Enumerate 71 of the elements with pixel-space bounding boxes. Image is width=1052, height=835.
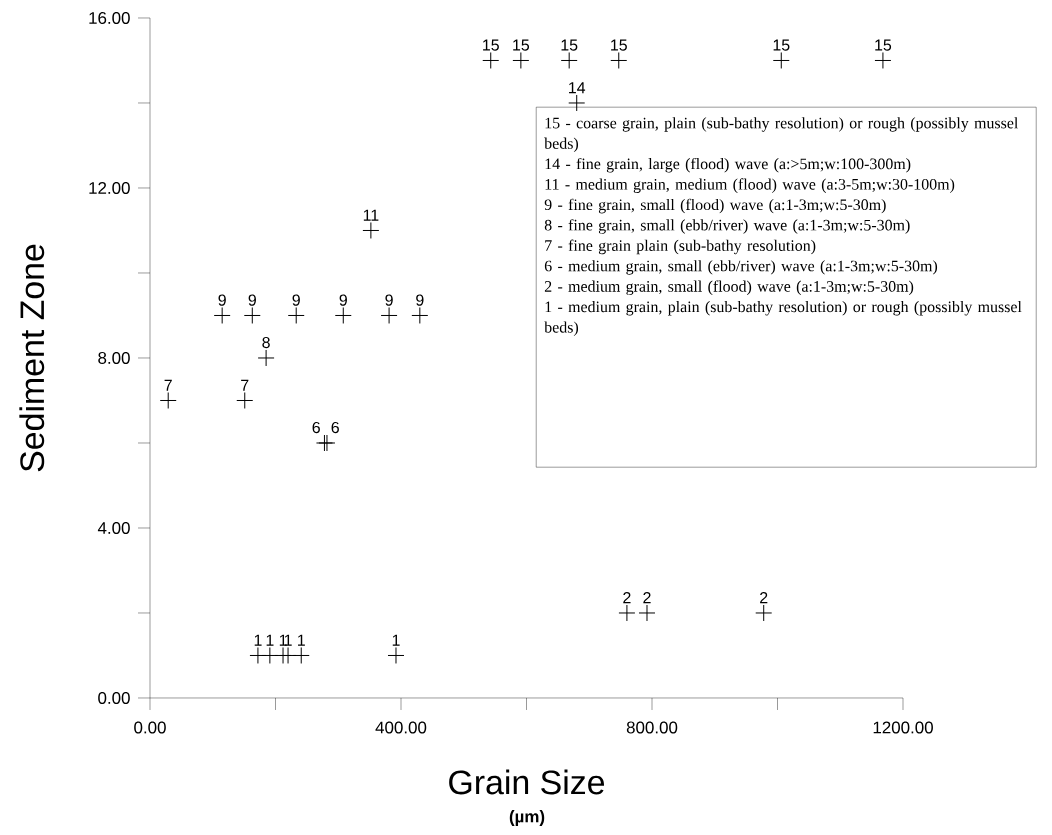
point xyxy=(236,391,254,409)
data-label: 1 xyxy=(392,634,400,646)
y-tick-label: 4.00 xyxy=(97,521,130,534)
point xyxy=(874,51,892,69)
data-label: 15 xyxy=(611,39,627,51)
y-tick-label: 0.00 xyxy=(98,691,130,704)
data-label: 1 xyxy=(254,634,262,646)
point xyxy=(610,51,628,69)
point xyxy=(772,51,790,69)
data-label: 2 xyxy=(623,592,631,604)
data-label: 9 xyxy=(385,294,393,306)
annotation: 14 - fine grain, large (flood) wave (a:>5m;w:100-300m) xyxy=(545,157,911,173)
annotation: 11 - medium grain, medium (flood) wave (a:3-5m;w:30-100m) xyxy=(545,178,955,193)
point xyxy=(159,391,177,409)
data-label: 1 xyxy=(279,634,287,646)
data-label: 15 xyxy=(875,39,892,51)
data-label: 7 xyxy=(241,379,249,391)
point xyxy=(411,306,429,324)
point xyxy=(638,604,656,622)
data-label: 15 xyxy=(561,39,578,51)
x-axis-title: Grain Size xyxy=(449,769,605,795)
data-label: 1 xyxy=(298,634,305,646)
data-label: 6 xyxy=(331,421,339,434)
data-label: 15 xyxy=(513,39,530,51)
data-label: 9 xyxy=(339,294,347,306)
annotation: 2 - medium grain, small (flood) wave (a:1-3m;w:5-30m) xyxy=(544,280,914,296)
point xyxy=(568,94,586,112)
data-label: 7 xyxy=(164,379,172,391)
data-label: 8 xyxy=(262,336,270,349)
y-tick-label: 12.00 xyxy=(89,181,130,194)
annotation: 9 - fine grain, small (flood) wave (a:1-3m;w:5-30m) xyxy=(544,198,886,214)
point xyxy=(287,306,305,324)
x-tick-label: 400.00 xyxy=(375,721,427,734)
y-tick-label: 16.00 xyxy=(89,11,130,24)
data-label: 9 xyxy=(292,294,300,306)
point xyxy=(362,221,380,239)
data-label: 14 xyxy=(569,82,586,94)
annotation: 7 - fine grain plain (sub-bathy resolution) xyxy=(545,239,816,255)
point xyxy=(292,646,310,664)
data-label: 9 xyxy=(248,294,256,306)
data-label: 11 xyxy=(363,209,379,221)
annotation: 1 - medium grain, plain (sub-bathy resolution) or rough (possibly mussel beds) xyxy=(544,301,1022,336)
annotation: 15 - coarse grain, plain (sub-bathy resolution) or rough (possibly mussel beds) xyxy=(544,117,1019,153)
point xyxy=(512,51,530,69)
x-tick-label: 1200.00 xyxy=(873,721,933,734)
point xyxy=(482,51,500,69)
data-label: 2 xyxy=(760,592,768,604)
data-label: 2 xyxy=(643,592,651,604)
y-axis-title: Sediment Zone xyxy=(19,244,45,472)
point xyxy=(334,306,352,324)
point xyxy=(243,306,261,324)
point xyxy=(560,51,578,69)
data-label: 15 xyxy=(483,39,499,51)
text: (µm) xyxy=(509,810,545,826)
point xyxy=(257,349,275,367)
point xyxy=(213,306,231,324)
x-tick-label: 0.00 xyxy=(134,721,166,734)
point xyxy=(380,306,398,324)
data-label: 9 xyxy=(218,294,226,306)
annotation: 8 - fine grain, small (ebb/river) wave (a:1-3m;w:5-30m) xyxy=(544,219,910,234)
annotation: 6 - medium grain, small (ebb/river) wave (a:1-3m;w:5-30m) xyxy=(544,260,938,275)
y-tick-label: 8.00 xyxy=(98,351,130,364)
data-label: 15 xyxy=(773,39,790,51)
data-label: 6 xyxy=(312,421,320,434)
point xyxy=(755,604,773,622)
data-label: 1 xyxy=(284,634,292,646)
point xyxy=(387,646,405,664)
point xyxy=(618,604,636,622)
data-label: 9 xyxy=(416,294,424,306)
x-tick-label: 800.00 xyxy=(626,721,678,734)
data-label: 1 xyxy=(266,634,274,646)
